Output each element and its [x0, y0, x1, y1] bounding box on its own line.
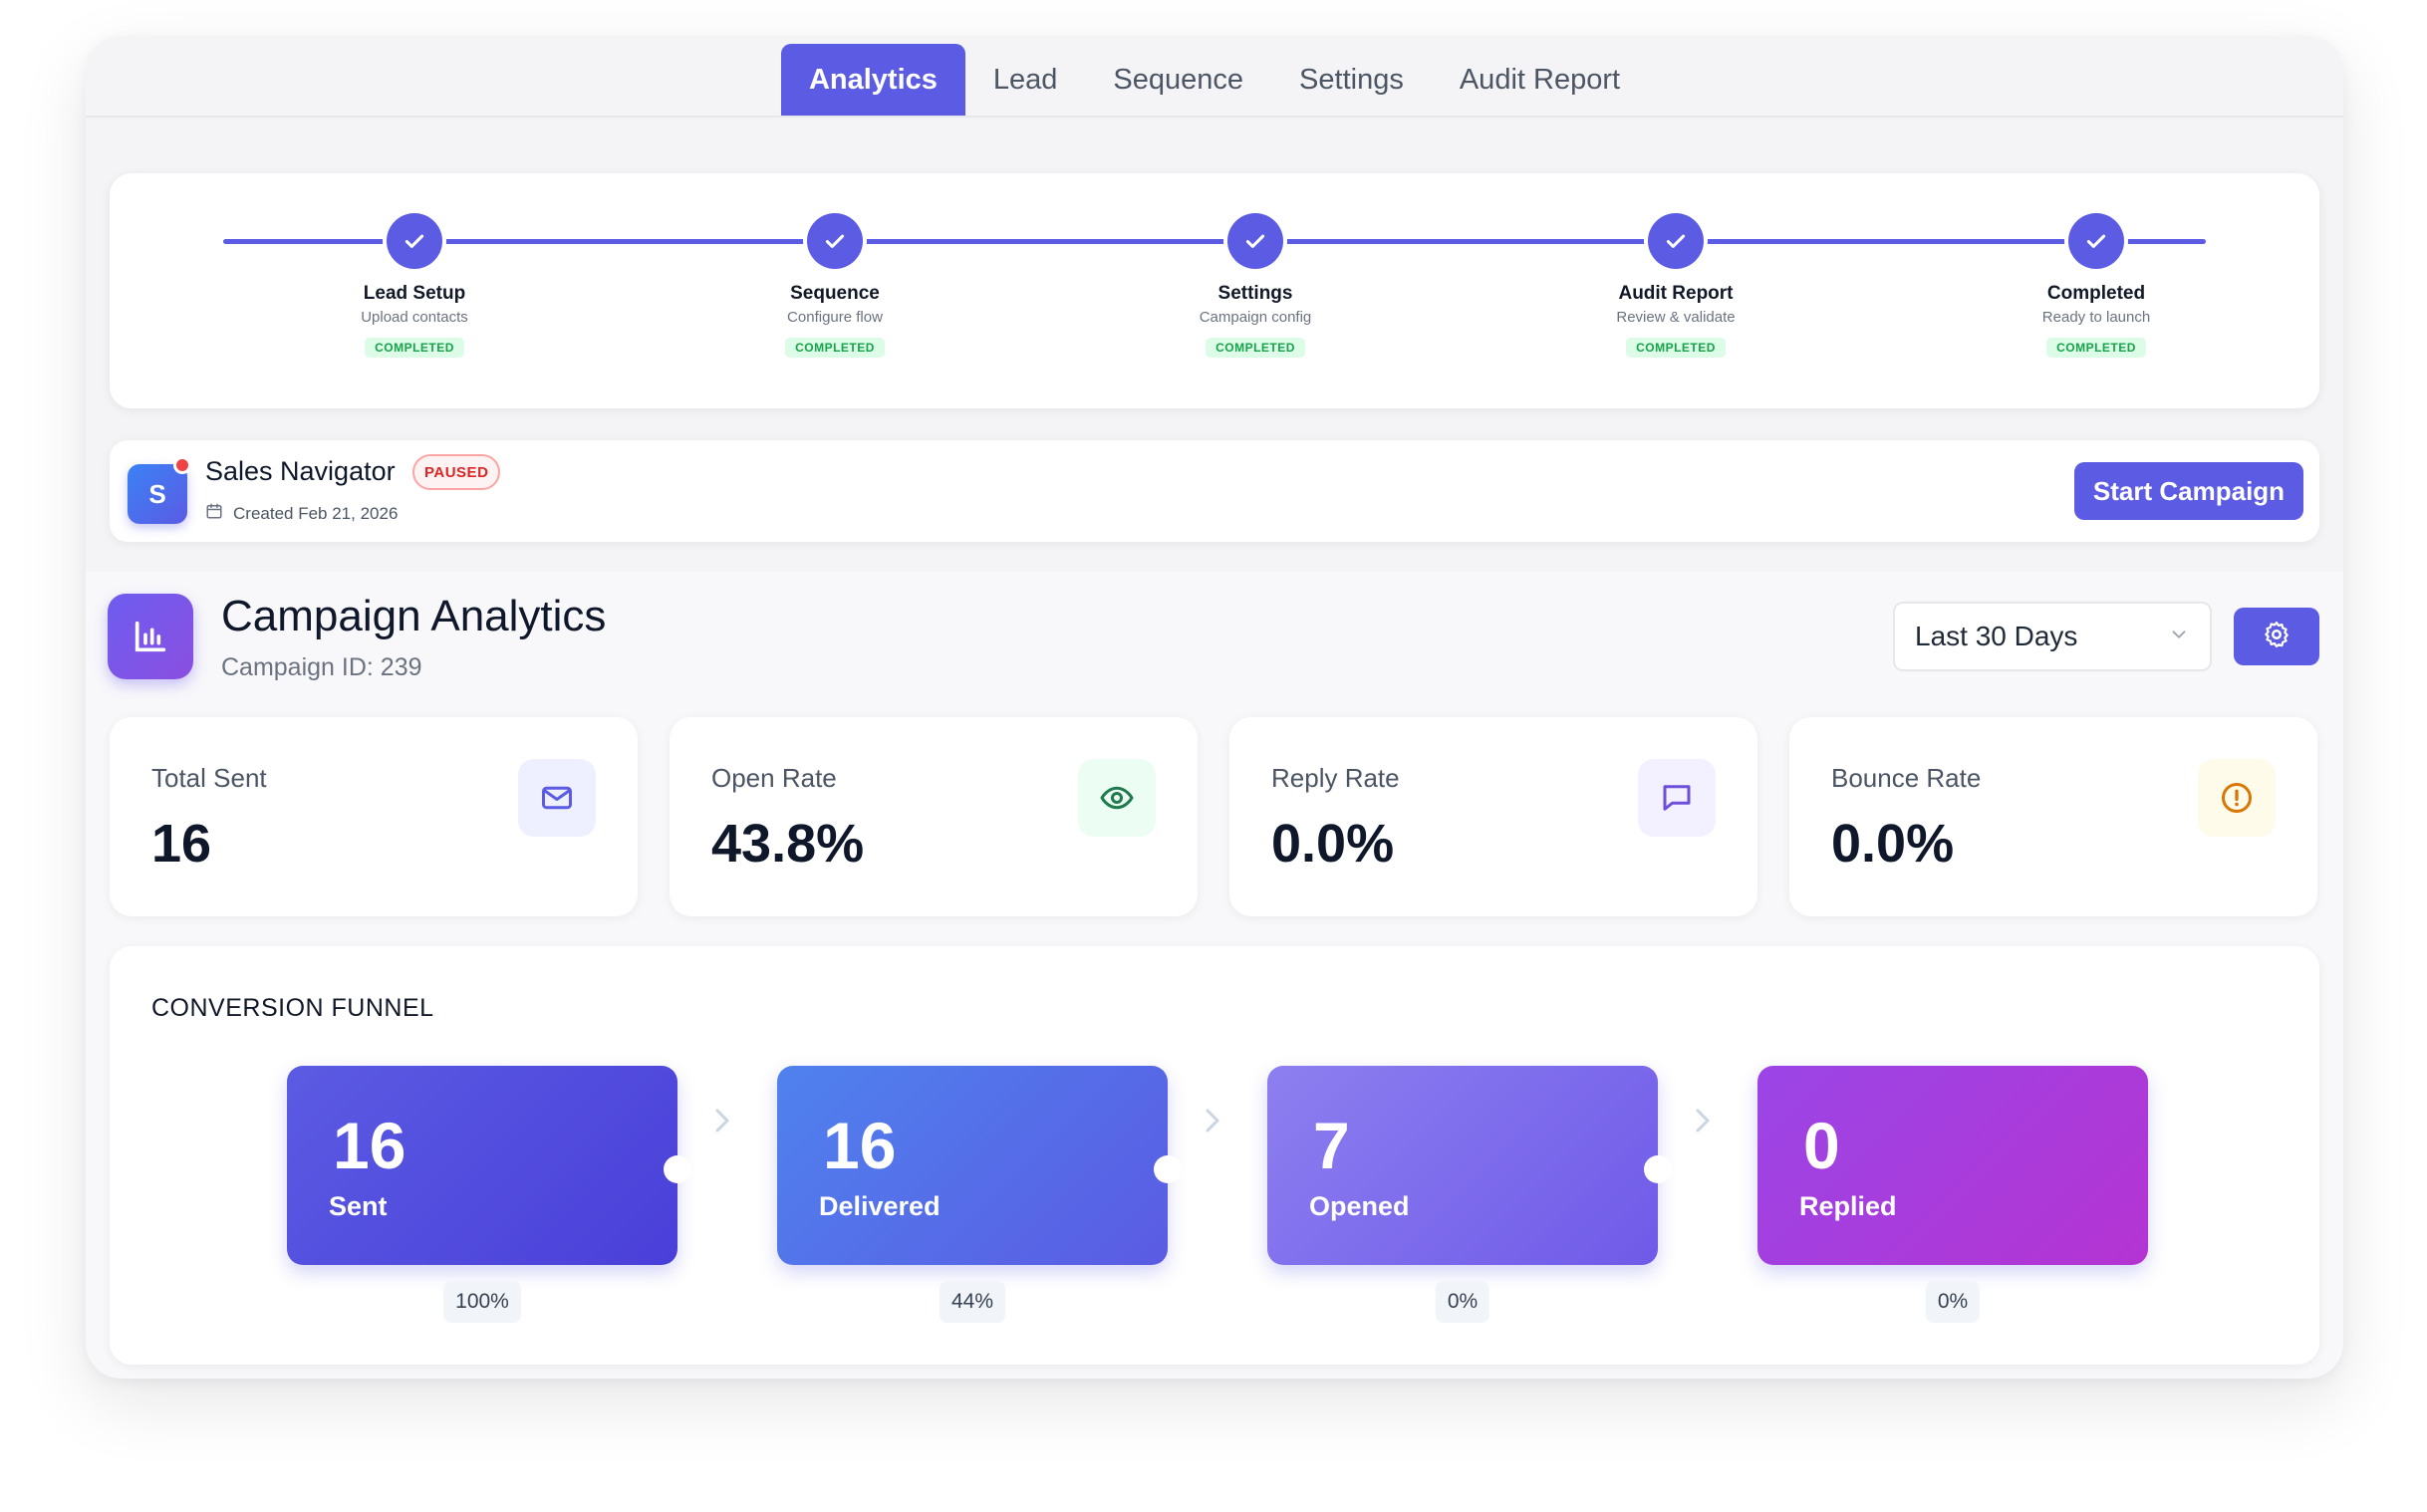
funnel-stage-sent: 16 Sent: [287, 1066, 691, 1265]
date-range-select[interactable]: Last 30 Days: [1893, 602, 2212, 671]
funnel-percentage: 44%: [939, 1281, 1006, 1323]
step-title: Lead Setup: [363, 283, 466, 304]
stat-label: Bounce Rate: [1831, 763, 1982, 793]
stat-label: Reply Rate: [1271, 763, 1400, 793]
start-campaign-button[interactable]: Start Campaign: [2074, 462, 2303, 520]
tab-lead[interactable]: Lead: [992, 63, 1058, 96]
eye-icon: [1078, 759, 1156, 837]
stepper-line: [223, 239, 2206, 244]
check-icon: [807, 213, 863, 269]
tab-audit-report[interactable]: Audit Report: [1459, 63, 1621, 96]
tab-analytics[interactable]: Analytics: [780, 44, 965, 116]
step-completed: Completed Ready to launch COMPLETED: [1967, 213, 2226, 358]
settings-button[interactable]: [2234, 608, 2319, 665]
funnel-value: 0: [1803, 1109, 1840, 1182]
funnel-stage-replied: 0 Replied: [1757, 1066, 2148, 1265]
step-subtitle: Ready to launch: [2041, 309, 2151, 326]
tab-sequence[interactable]: Sequence: [1113, 63, 1244, 96]
step-title: Audit Report: [1618, 283, 1734, 304]
campaign-name: Sales Navigator: [205, 456, 396, 486]
step-title: Settings: [1217, 283, 1293, 304]
message-icon: [1638, 759, 1716, 837]
calendar-icon: [205, 502, 223, 525]
funnel-stage-delivered: 16 Delivered: [777, 1066, 1182, 1265]
status-badge: COMPLETED: [785, 338, 885, 358]
mail-icon: [518, 759, 596, 837]
funnel-percentage: 100%: [443, 1281, 521, 1323]
funnel-percentage: 0%: [1435, 1281, 1490, 1323]
check-icon: [1227, 213, 1283, 269]
tab-settings[interactable]: Settings: [1299, 63, 1404, 96]
stat-card-bounce-rate: Bounce Rate 0.0%: [1789, 717, 2317, 916]
app-window: Analytics Lead Sequence Settings Audit R…: [86, 36, 2343, 1379]
status-dot: [173, 456, 191, 474]
step-title: Completed: [2046, 283, 2146, 304]
status-badge: COMPLETED: [1626, 338, 1726, 358]
step-subtitle: Campaign config: [1199, 309, 1312, 326]
chevron-right-icon: [1692, 1106, 1714, 1140]
connector-dot: [1644, 1155, 1672, 1183]
step-settings: Settings Campaign config COMPLETED: [1126, 213, 1385, 358]
funnel-title: CONVERSION FUNNEL: [151, 994, 434, 1022]
step-sequence: Sequence Configure flow COMPLETED: [705, 213, 964, 358]
stat-card-reply-rate: Reply Rate 0.0%: [1229, 717, 1757, 916]
chevron-right-icon: [711, 1106, 733, 1140]
chevron-right-icon: [1202, 1106, 1223, 1140]
check-icon: [2068, 213, 2124, 269]
stat-value: 16: [151, 814, 212, 874]
status-badge: COMPLETED: [2046, 338, 2146, 358]
status-badge: COMPLETED: [365, 338, 464, 358]
campaign-avatar: S: [128, 464, 187, 524]
created-date: Created Feb 21, 2026: [205, 502, 398, 525]
connector-dot: [664, 1155, 691, 1183]
alert-circle-icon: [2198, 759, 2276, 837]
funnel-label: Sent: [329, 1191, 388, 1221]
funnel-value: 16: [823, 1109, 897, 1182]
chevron-down-icon: [2168, 621, 2190, 652]
progress-stepper: Lead Setup Upload contacts COMPLETED Seq…: [110, 173, 2319, 408]
step-audit-report: Audit Report Review & validate COMPLETED: [1546, 213, 1805, 358]
step-lead-setup: Lead Setup Upload contacts COMPLETED: [285, 213, 544, 358]
stat-value: 0.0%: [1271, 814, 1395, 874]
step-subtitle: Upload contacts: [361, 309, 468, 326]
funnel-value: 16: [333, 1109, 406, 1182]
funnel-value: 7: [1313, 1109, 1350, 1182]
funnel-label: Replied: [1799, 1191, 1897, 1221]
conversion-funnel: CONVERSION FUNNEL 16 Sent 16 Delivered 7…: [110, 946, 2319, 1365]
paused-badge: PAUSED: [412, 454, 501, 490]
stat-card-open-rate: Open Rate 43.8%: [670, 717, 1198, 916]
status-badge: COMPLETED: [1206, 338, 1305, 358]
tab-bar: Analytics Lead Sequence Settings Audit R…: [86, 36, 2343, 118]
step-subtitle: Review & validate: [1616, 309, 1736, 326]
stat-label: Total Sent: [151, 763, 267, 793]
connector-dot: [1154, 1155, 1182, 1183]
bar-chart-icon: [108, 594, 193, 679]
date-range-value: Last 30 Days: [1915, 621, 2078, 651]
campaign-id: Campaign ID: 239: [221, 653, 422, 681]
step-subtitle: Configure flow: [787, 309, 883, 326]
gear-icon: [2262, 620, 2292, 654]
funnel-stage-opened: 7 Opened: [1267, 1066, 1672, 1265]
stat-value: 0.0%: [1831, 814, 1955, 874]
created-text: Created Feb 21, 2026: [233, 503, 399, 523]
stat-label: Open Rate: [711, 763, 837, 793]
check-icon: [1648, 213, 1704, 269]
stat-card-total-sent: Total Sent 16: [110, 717, 638, 916]
funnel-percentage: 0%: [1925, 1281, 1981, 1323]
funnel-label: Delivered: [819, 1191, 941, 1221]
page-title: Campaign Analytics: [221, 592, 607, 640]
check-icon: [387, 213, 442, 269]
campaign-header: S Sales Navigator PAUSED Created Feb 21,…: [110, 440, 2319, 542]
funnel-label: Opened: [1309, 1191, 1410, 1221]
stat-value: 43.8%: [711, 814, 865, 874]
step-title: Sequence: [790, 283, 880, 304]
